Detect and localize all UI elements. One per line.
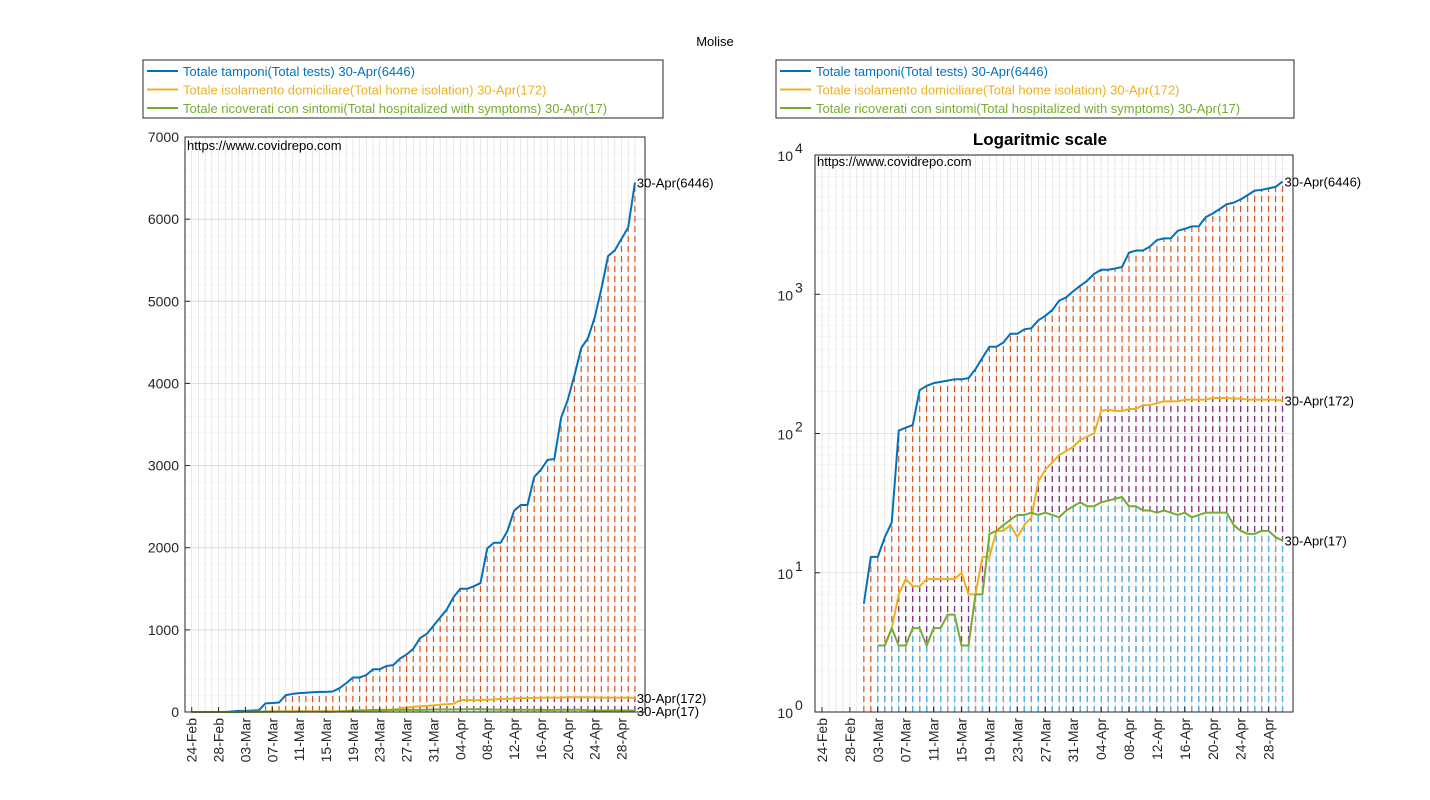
x-axis-ticks: 24-Feb 28-Feb 03-Mar 07-Mar 11-Mar 15-Mar 19-M… (184, 707, 629, 763)
y-tick-label: 0 (171, 704, 179, 720)
y-tick-exponent: 2 (795, 419, 803, 435)
end-labels: 30-Apr(6446) 30-Apr(172)30-Apr(17) (637, 176, 714, 719)
x-tick-label: 28-Apr (613, 718, 629, 760)
x-tick-label: 24-Feb (184, 718, 200, 763)
legend-entry: Totale tamponi(Total tests) 30-Apr(6446) (183, 64, 415, 79)
end-label: 30-Apr(172) (637, 691, 706, 706)
x-tick-label: 23-Mar (372, 718, 388, 763)
x-tick-label: 24-Apr (1233, 718, 1249, 760)
legend-entry: Totale ricoverati con sintomi(Total hosp… (183, 101, 607, 116)
x-tick-label: 03-Mar (870, 718, 886, 763)
y-tick-label: 5000 (148, 293, 179, 309)
x-tick-label: 20-Apr (560, 718, 576, 760)
x-tick-label: 24-Feb (814, 718, 830, 763)
legend-box (142, 59, 664, 119)
legend: Totale tamponi(Total tests) 30-Apr(6446)… (142, 59, 664, 119)
x-tick-label: 28-Feb (842, 718, 858, 763)
legend-box (775, 59, 1295, 119)
log-chart-title: Logaritmic scale (973, 130, 1107, 149)
x-tick-label: 31-Mar (425, 718, 441, 763)
x-tick-label: 27-Mar (399, 718, 415, 763)
x-tick-label: 19-Mar (345, 718, 361, 763)
legend-entry: Totale ricoverati con sintomi(Total hosp… (816, 101, 1240, 116)
x-axis-ticks: 24-Feb 28-Feb 03-Mar 07-Mar 11-Mar 15-Mar 19-M… (814, 707, 1277, 762)
y-tick-exponent: 3 (795, 279, 803, 295)
y-tick-exponent: 4 (795, 140, 803, 156)
series-line (877, 396, 1283, 647)
legend-entry: Totale isolamento domiciliare(Total home… (816, 83, 1179, 98)
x-tick-label: 07-Mar (898, 718, 914, 763)
x-tick-label: 08-Apr (1121, 718, 1137, 760)
x-tick-label: 20-Apr (1205, 718, 1221, 760)
y-tick-exponent: 0 (795, 697, 803, 713)
legend: Totale tamponi(Total tests) 30-Apr(6446)… (775, 59, 1295, 119)
grid-lines (815, 155, 1293, 713)
x-tick-label: 07-Mar (264, 718, 280, 763)
y-tick-label: 1000 (148, 622, 179, 638)
y-tick-label: 10 (777, 427, 793, 443)
x-tick-label: 11-Mar (291, 718, 307, 762)
y-tick-label: 10 (777, 287, 793, 303)
series-line (862, 180, 1284, 604)
x-tick-label: 31-Mar (1065, 718, 1081, 763)
x-tick-label: 11-Mar (926, 718, 942, 762)
grid-lines (185, 136, 645, 713)
y-tick-label: 6000 (148, 211, 179, 227)
y-tick-exponent: 1 (795, 558, 803, 574)
x-tick-label: 12-Apr (1149, 718, 1165, 760)
x-tick-label: 16-Apr (533, 718, 549, 760)
end-label: 30-Apr(17) (1285, 534, 1347, 549)
y-tick-label: 10 (777, 705, 793, 721)
stem-markers (863, 181, 1284, 712)
x-tick-label: 03-Mar (237, 718, 253, 763)
x-tick-label: 15-Mar (954, 718, 970, 763)
legend-entry: Totale tamponi(Total tests) 30-Apr(6446) (816, 64, 1048, 79)
watermark-text: https://www.covidrepo.com (187, 138, 342, 153)
x-tick-label: 23-Mar (1009, 718, 1025, 763)
chart-linear-panel: 0 1000 2000 3000 4000 5000 6000 7000 24-Feb 28-F… (142, 59, 714, 763)
x-tick-label: 27-Mar (1037, 718, 1053, 763)
y-tick-label: 7000 (148, 129, 179, 145)
x-tick-label: 28-Feb (211, 718, 227, 763)
legend-entry: Totale isolamento domiciliare(Total home… (183, 83, 546, 98)
end-labels: 30-Apr(6446) 30-Apr(172) 30-Apr(17) (1285, 175, 1362, 549)
y-tick-label: 10 (777, 566, 793, 582)
x-tick-label: 19-Mar (981, 718, 997, 763)
x-tick-label: 12-Apr (506, 718, 522, 760)
x-tick-label: 16-Apr (1177, 718, 1193, 760)
end-label: 30-Apr(172) (1285, 394, 1354, 409)
y-tick-label: 10 (777, 148, 793, 164)
y-tick-label: 3000 (148, 458, 179, 474)
watermark-text: https://www.covidrepo.com (817, 154, 972, 169)
plot-area-frame (184, 136, 646, 713)
x-tick-label: 24-Apr (587, 718, 603, 760)
y-tick-label: 2000 (148, 540, 179, 556)
end-label: 30-Apr(17) (637, 704, 699, 719)
y-axis-ticks: 0 1000 2000 3000 4000 5000 6000 7000 (148, 129, 190, 720)
end-label: 30-Apr(6446) (637, 176, 714, 191)
figure-title: Molise (696, 34, 734, 49)
series-lines (862, 180, 1284, 647)
x-tick-label: 28-Apr (1261, 718, 1277, 760)
x-tick-label: 04-Apr (1093, 718, 1109, 760)
y-tick-label: 4000 (148, 375, 179, 391)
series-line (191, 182, 636, 713)
series-line (877, 495, 1283, 647)
x-tick-label: 04-Apr (452, 718, 468, 760)
x-tick-label: 08-Apr (479, 718, 495, 760)
x-tick-label: 15-Mar (318, 718, 334, 763)
end-label: 30-Apr(6446) (1285, 175, 1362, 190)
